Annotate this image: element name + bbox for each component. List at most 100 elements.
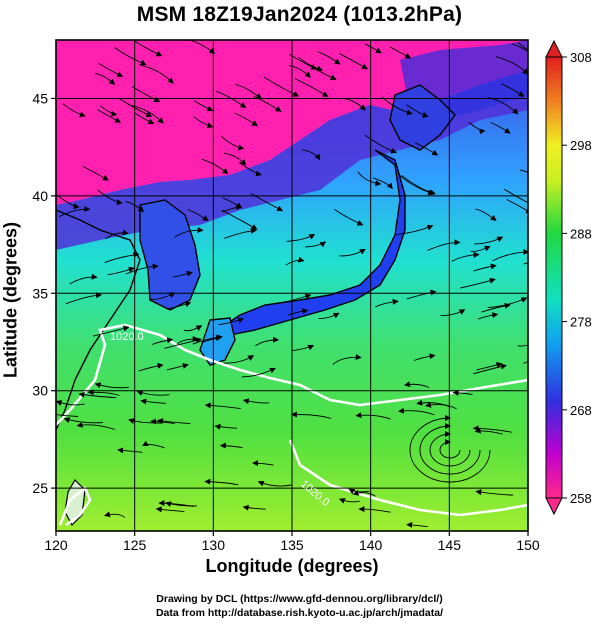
streamline: [406, 289, 437, 300]
kyushu-landmass: [199, 317, 236, 366]
streamline: [100, 105, 118, 117]
plot-area: 1020.0 1020.0: [56, 40, 528, 531]
streamline: [305, 241, 327, 248]
streamline: [139, 64, 174, 84]
streamline-swirl: [429, 431, 471, 467]
streamline: [218, 317, 245, 326]
streamline: [150, 418, 175, 425]
streamline: [241, 367, 276, 378]
y-tick-label-35: 35: [32, 285, 48, 301]
streamline: [158, 500, 194, 507]
streamline: [355, 412, 391, 420]
streamline-swirl: [419, 423, 481, 475]
streamline: [193, 116, 214, 129]
colorbar-max-arrow: [545, 39, 563, 58]
streamline: [151, 337, 174, 345]
streamline: [255, 336, 280, 346]
streamline: [204, 478, 239, 486]
streamline: [82, 165, 109, 181]
streamline: [96, 109, 122, 123]
x-tick-label-135: 135: [280, 537, 304, 553]
x-axis-label: Longitude (degrees): [205, 556, 379, 576]
map-title: MSM 18Z19Jan2024 (1013.2hPa): [136, 3, 463, 26]
streamline: [220, 135, 245, 151]
latitude-axis: 25 30 35 40 45: [32, 90, 56, 496]
streamline: [136, 390, 170, 396]
credit-data: Data from http://database.rish.kyoto-u.a…: [155, 607, 444, 619]
streamline: [285, 256, 305, 266]
streamline: [375, 298, 399, 308]
colorbar-min-arrow: [545, 497, 563, 516]
streamline: [511, 43, 528, 53]
streamline: [134, 112, 155, 125]
colorbar-tick-label-258: 258: [570, 491, 592, 506]
streamline: [56, 400, 85, 406]
colorbar-tick-label-278: 278: [570, 315, 592, 330]
streamline: [492, 249, 528, 262]
colorbar: 308 298 288 278 268 258: [545, 39, 592, 516]
streamline: [503, 188, 528, 204]
streamline: [224, 227, 257, 239]
streamline: [302, 149, 321, 161]
streamline: [174, 226, 204, 238]
streamline: [65, 292, 103, 305]
streamline: [126, 263, 159, 275]
y-tick-label-25: 25: [32, 480, 48, 496]
streamline: [133, 40, 163, 57]
streamline: [242, 398, 270, 405]
streamline: [92, 325, 130, 337]
colorbar-tick-label-308: 308: [570, 50, 592, 65]
streamline: [97, 189, 123, 206]
streamline: [150, 292, 176, 300]
streamline: [222, 197, 243, 209]
streamline: [235, 83, 262, 100]
isobar-1020-north: [56, 323, 528, 426]
credit-drawing: Drawing by DCL (https://www.gfd-dennou.o…: [156, 593, 443, 605]
streamline: [292, 344, 315, 352]
streamline: [155, 506, 185, 513]
streamline: [332, 354, 362, 365]
streamline: [460, 277, 496, 289]
x-tick-label-125: 125: [123, 537, 147, 553]
isobar-1020-south: [288, 439, 528, 517]
streamline: [87, 389, 120, 396]
y-tick-label-45: 45: [32, 90, 48, 106]
streamline: [125, 201, 145, 213]
streamline: [194, 100, 214, 112]
streamline: [223, 152, 247, 166]
streamline: [475, 489, 514, 496]
streamline: [95, 73, 116, 85]
streamline: [472, 425, 512, 433]
streamline: [157, 418, 191, 425]
streamline: [358, 506, 391, 513]
y-axis-label: Latitude (degrees): [0, 221, 21, 379]
streamline: [372, 177, 393, 190]
streamline: [253, 96, 282, 112]
streamline: [473, 263, 497, 272]
streamline: [357, 171, 382, 187]
streamline: [242, 504, 266, 511]
streamline: [204, 402, 241, 410]
streamline: [250, 193, 284, 212]
streamline-swirl: [439, 439, 461, 459]
streamline: [404, 381, 430, 388]
streamline: [263, 76, 300, 97]
streamline: [78, 391, 117, 399]
streamline: [183, 325, 203, 332]
streamline: [105, 229, 129, 240]
streamline: [526, 46, 528, 49]
streamline: [475, 208, 497, 222]
streamline: [138, 362, 164, 372]
streamline: [364, 134, 398, 154]
streamline: [396, 224, 434, 236]
streamline: [98, 63, 124, 77]
streamline: [473, 363, 507, 375]
x-tick-label-150: 150: [516, 537, 540, 553]
korea-landmass: [139, 199, 201, 311]
streamline: [317, 51, 341, 65]
streamline: [452, 389, 473, 396]
streamline: [416, 399, 451, 408]
streamline: [414, 142, 439, 156]
streamline: [523, 262, 528, 265]
longitude-axis: 120 125 130 135 140 145 150: [44, 531, 540, 553]
